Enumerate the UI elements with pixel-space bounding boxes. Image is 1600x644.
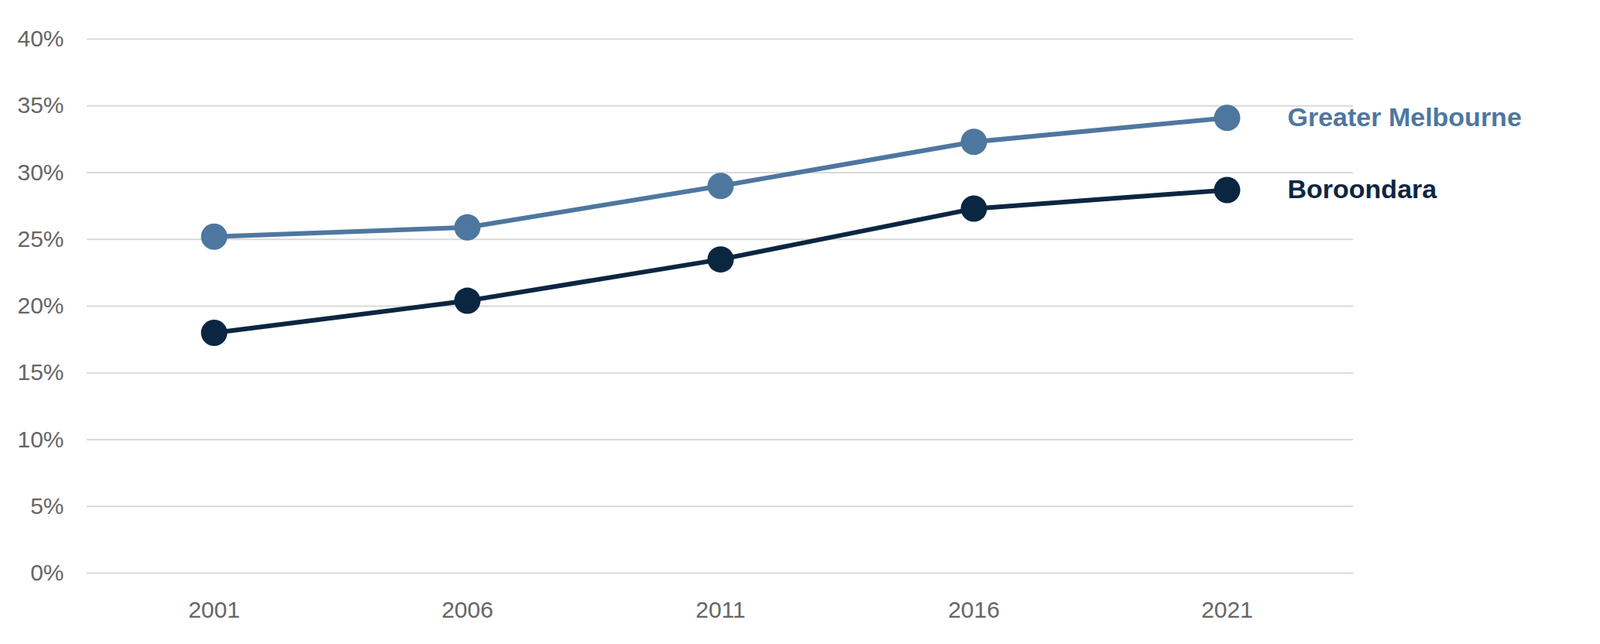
svg-text:5%: 5% bbox=[30, 493, 64, 519]
svg-text:0%: 0% bbox=[30, 559, 64, 586]
svg-text:20%: 20% bbox=[17, 292, 64, 319]
svg-text:2001: 2001 bbox=[188, 597, 241, 623]
svg-text:2016: 2016 bbox=[947, 597, 1000, 623]
svg-text:35%: 35% bbox=[17, 92, 64, 118]
svg-text:25%: 25% bbox=[17, 226, 64, 252]
svg-text:Boroondara: Boroondara bbox=[1287, 174, 1439, 204]
svg-text:2006: 2006 bbox=[441, 597, 494, 623]
svg-text:40%: 40% bbox=[17, 25, 64, 52]
svg-text:2011: 2011 bbox=[695, 597, 746, 623]
svg-text:Greater Melbourne: Greater Melbourne bbox=[1287, 102, 1522, 132]
svg-text:2021: 2021 bbox=[1201, 597, 1254, 623]
svg-text:10%: 10% bbox=[17, 426, 64, 453]
svg-text:15%: 15% bbox=[17, 359, 64, 385]
svg-text:30%: 30% bbox=[17, 159, 64, 186]
